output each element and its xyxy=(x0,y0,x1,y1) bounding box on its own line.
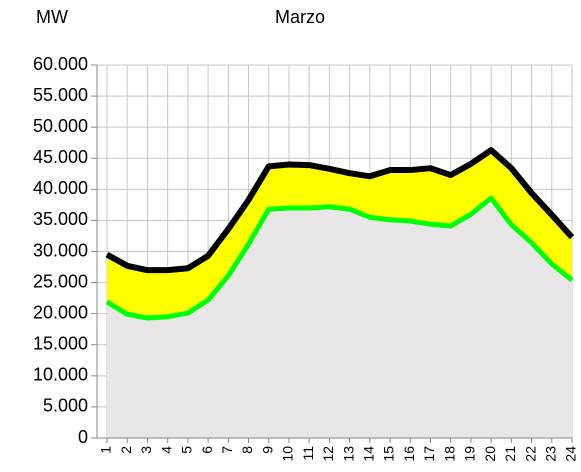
x-tick-label: 1 xyxy=(98,446,114,454)
x-tick-label: 10 xyxy=(280,446,296,462)
y-tick-label: 10.000 xyxy=(33,365,88,385)
x-tick-label: 18 xyxy=(441,446,457,462)
x-tick-label: 2 xyxy=(118,446,134,454)
x-tick-label: 9 xyxy=(259,446,275,454)
chart-title: Marzo xyxy=(275,7,325,27)
y-tick-label: 15.000 xyxy=(33,334,88,354)
x-tick-label: 24 xyxy=(563,446,579,462)
x-tick-label: 4 xyxy=(158,446,174,454)
x-tick-label: 14 xyxy=(361,446,377,462)
x-tick-label: 6 xyxy=(199,446,215,454)
y-tick-label: 25.000 xyxy=(33,271,88,291)
x-tick-label: 3 xyxy=(138,446,154,454)
y-tick-label: 45.000 xyxy=(33,147,88,167)
y-tick-label: 40.000 xyxy=(33,178,88,198)
x-tick-label: 5 xyxy=(179,446,195,454)
y-tick-label: 20.000 xyxy=(33,302,88,322)
x-tick-label: 22 xyxy=(522,446,538,462)
x-tick-label: 16 xyxy=(401,446,417,462)
x-tick-label: 17 xyxy=(421,446,437,462)
y-tick-label: 5.000 xyxy=(43,396,88,416)
series-line xyxy=(105,195,574,321)
y-tick-label: 50.000 xyxy=(33,116,88,136)
x-tick-label: 21 xyxy=(502,446,518,462)
y-tick-label: 35.000 xyxy=(33,209,88,229)
series-line xyxy=(105,147,575,274)
x-tick-label: 12 xyxy=(320,446,336,462)
x-tick-label: 13 xyxy=(340,446,356,462)
y-tick-label: 30.000 xyxy=(33,240,88,260)
y-tick-label: 60.000 xyxy=(33,54,88,74)
x-tick-label: 7 xyxy=(219,446,235,454)
x-tick-label: 20 xyxy=(482,446,498,462)
x-tick-label: 19 xyxy=(462,446,478,462)
x-tick-label: 8 xyxy=(239,446,255,454)
y-axis-label: MW xyxy=(36,7,68,27)
band-area xyxy=(107,150,572,319)
x-tick-label: 11 xyxy=(300,446,316,461)
y-tick-label: 0 xyxy=(78,427,88,447)
y-tick-label: 55.000 xyxy=(33,85,88,105)
x-tick-label: 15 xyxy=(381,446,397,462)
x-tick-label: 23 xyxy=(542,446,558,462)
base-area xyxy=(107,198,572,438)
